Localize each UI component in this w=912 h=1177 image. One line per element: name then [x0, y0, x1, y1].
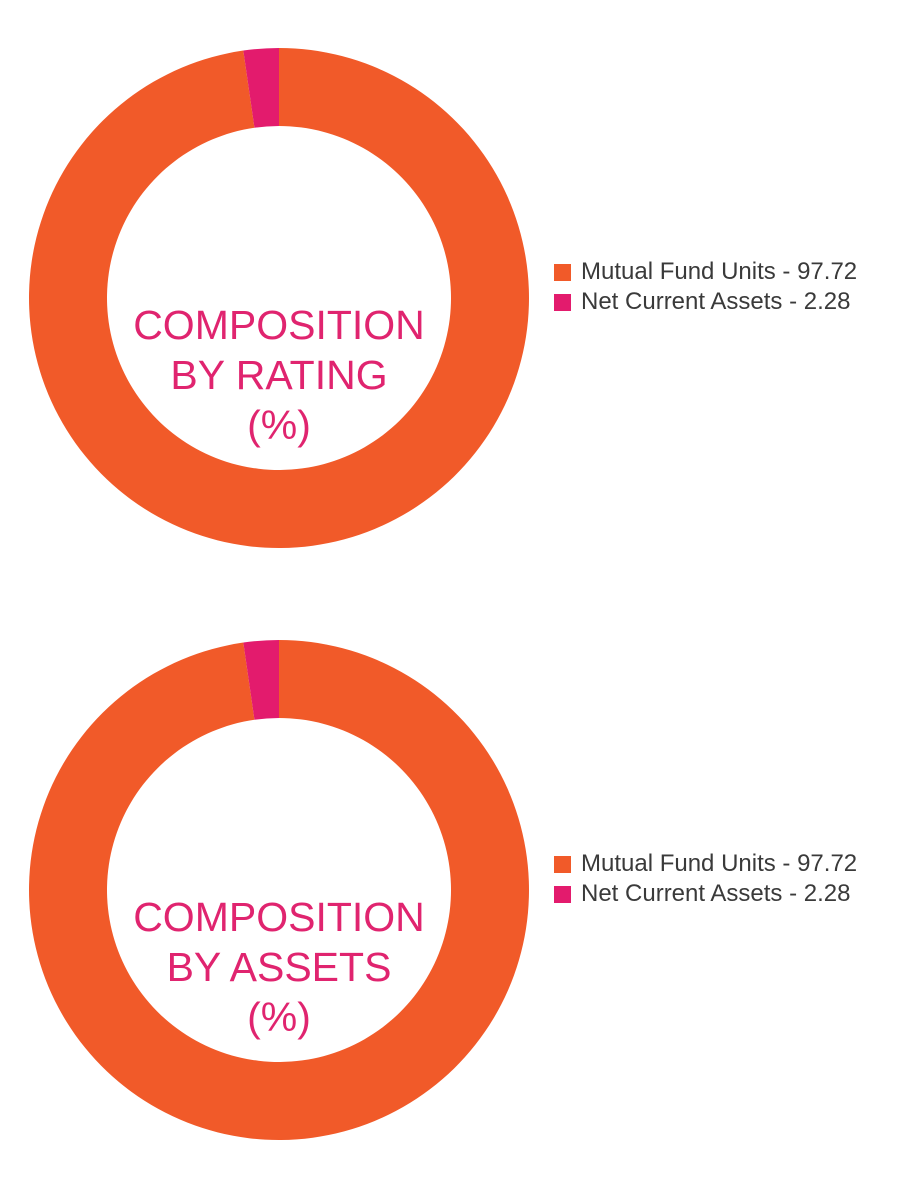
- legend-item-mutual-fund-units: Mutual Fund Units - 97.72: [554, 849, 857, 879]
- legend: Mutual Fund Units - 97.72 Net Current As…: [554, 849, 857, 909]
- legend-label: Net Current Assets - 2.28: [581, 288, 851, 315]
- legend: Mutual Fund Units - 97.72 Net Current As…: [554, 257, 857, 317]
- chart-title: COMPOSITION BY ASSETS (%): [129, 892, 429, 1042]
- pie-slice-mutual-fund-units: [29, 48, 530, 548]
- pie-slice-net-current-assets: [243, 640, 279, 720]
- chart-title-line-3: (%): [247, 994, 311, 1040]
- chart-composition-by-rating: COMPOSITION BY RATING (%) Mutual Fund Un…: [0, 30, 912, 550]
- legend-item-mutual-fund-units: Mutual Fund Units - 97.72: [554, 257, 857, 287]
- donut-chart: [29, 48, 530, 548]
- legend-swatch: [554, 293, 571, 311]
- legend-item-net-current-assets: Net Current Assets - 2.28: [554, 287, 857, 317]
- pie-slice-mutual-fund-units: [29, 640, 530, 1140]
- donut-chart: [29, 640, 530, 1140]
- legend-swatch: [554, 855, 571, 873]
- chart-title-line-1: COMPOSITION: [133, 302, 425, 348]
- chart-title-line-2: BY RATING: [170, 352, 388, 398]
- chart-title-line-3: (%): [247, 402, 311, 448]
- legend-label: Mutual Fund Units - 97.72: [581, 850, 858, 877]
- chart-title-line-1: COMPOSITION: [133, 894, 425, 940]
- legend-label: Mutual Fund Units - 97.72: [581, 258, 858, 285]
- legend-label: Net Current Assets - 2.28: [581, 880, 851, 907]
- chart-composition-by-assets: COMPOSITION BY ASSETS (%) Mutual Fund Un…: [0, 622, 912, 1142]
- pie-slice-net-current-assets: [243, 48, 279, 128]
- legend-item-net-current-assets: Net Current Assets - 2.28: [554, 879, 857, 909]
- chart-title-line-2: BY ASSETS: [166, 944, 392, 990]
- chart-title: COMPOSITION BY RATING (%): [129, 300, 429, 450]
- legend-swatch: [554, 885, 571, 903]
- legend-swatch: [554, 263, 571, 281]
